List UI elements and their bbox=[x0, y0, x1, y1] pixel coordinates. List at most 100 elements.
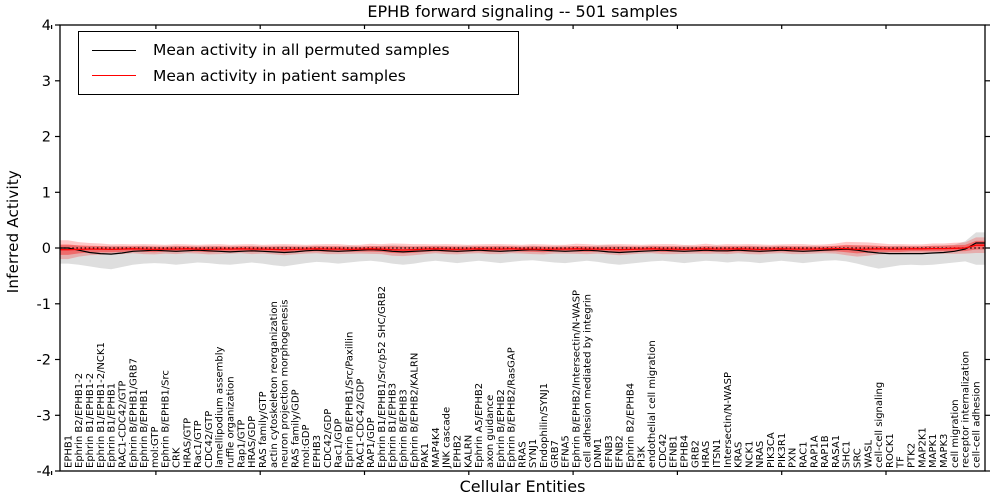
x-category-label: Ephrin B/EPHB1 bbox=[139, 389, 150, 468]
y-ticks: 4 3 2 1 0 -1 -2 -3 -4 bbox=[37, 18, 990, 480]
y-axis-label: Inferred Activity bbox=[4, 170, 22, 294]
x-category-label: Rac1/GDP bbox=[334, 418, 345, 468]
patient-range-band-outer bbox=[60, 237, 985, 260]
patient-line-swatch bbox=[92, 75, 136, 77]
x-category-label: cell-cell adhesion bbox=[971, 381, 982, 468]
x-category-label: ROCK1 bbox=[885, 433, 896, 468]
x-category-label: cell adhesion mediated by integrin bbox=[582, 294, 593, 468]
x-category-label: EFNB1 bbox=[669, 435, 680, 468]
legend-label-patient: Mean activity in patient samples bbox=[153, 66, 406, 85]
y-tick-label: 4 bbox=[42, 18, 51, 34]
x-category-label: SHC1 bbox=[842, 441, 853, 468]
x-category-label: actin cytoskeleton reorganization bbox=[269, 301, 280, 468]
x-category-label: axon guidance bbox=[485, 395, 496, 468]
x-category-label: Rap1/GTP bbox=[236, 420, 247, 468]
x-category-label: EPHB1 bbox=[63, 435, 74, 468]
y-tick-label: -3 bbox=[37, 408, 51, 424]
x-category-label: cell-cell signaling bbox=[874, 382, 885, 468]
x-category-label: PTK2 bbox=[907, 443, 918, 468]
legend-item-permuted: Mean activity in all permuted samples bbox=[79, 41, 518, 59]
x-category-label: EFNB2 bbox=[615, 435, 626, 468]
legend-item-patient: Mean activity in patient samples bbox=[79, 67, 518, 85]
patient-mean-line bbox=[60, 244, 985, 251]
y-tick-label: 0 bbox=[42, 241, 51, 257]
x-ticks bbox=[50, 25, 887, 475]
x-category-label: CDC42 bbox=[658, 434, 669, 468]
y-tick-label: 2 bbox=[42, 130, 51, 146]
x-category-label: MAP4K4 bbox=[431, 427, 442, 468]
x-category-label: KALRN bbox=[463, 435, 474, 468]
x-category-label: Ephrin B1/EPHB3 bbox=[388, 383, 399, 468]
x-category-label: Ephrin B2/EPHB1-2 bbox=[74, 373, 85, 468]
x-category-label: Ephrin B2/EPHB4 bbox=[626, 383, 637, 468]
x-category-label: RAC1 bbox=[798, 441, 809, 468]
x-category-label: EPHB2 bbox=[453, 435, 464, 468]
x-category-label: Ephrin B1/EPHB1-2/NCK1 bbox=[96, 342, 107, 468]
x-category-label: NCK1 bbox=[744, 441, 755, 468]
x-category-label: ruffle organization bbox=[226, 376, 237, 468]
x-category-label: JNK cascade bbox=[442, 407, 453, 469]
x-category-label: WASL bbox=[863, 439, 874, 468]
x-category-label: Ephrin B1/EPHB1/Src/p52 SHC/GRB2 bbox=[377, 286, 388, 468]
x-category-label: RASA1 bbox=[831, 435, 842, 468]
x-category-label: Ephrin A5/EPHB2 bbox=[474, 383, 485, 468]
x-category-label: RRAS bbox=[517, 441, 528, 468]
x-category-label: EPHB4 bbox=[680, 435, 691, 468]
x-category-label: cell migration bbox=[950, 399, 961, 468]
y-tick-label: 3 bbox=[42, 74, 51, 90]
x-category-label: RAC1-CDC42/GDP bbox=[355, 379, 366, 468]
x-category-label: TF bbox=[896, 456, 907, 469]
x-category-label: DNM1 bbox=[593, 438, 604, 468]
x-category-label: Ephrin B/EPHB2/KALRN bbox=[409, 353, 420, 468]
x-category-label: Ephrin B/EPHB3 bbox=[399, 389, 410, 468]
x-category-label: receptor internalization bbox=[961, 351, 972, 468]
x-category-label: PAK1 bbox=[420, 443, 431, 468]
x-category-label: Ephrin B/EPHB1/Src bbox=[161, 370, 172, 468]
x-category-label: KRAS bbox=[734, 442, 745, 468]
y-tick-label: -2 bbox=[37, 353, 51, 369]
x-category-label: GRB2 bbox=[690, 440, 701, 468]
chart-title: EPHB forward signaling -- 501 samples bbox=[367, 2, 678, 21]
permuted-mean-line bbox=[60, 242, 985, 255]
x-category-label: PIK3CA bbox=[766, 432, 777, 468]
legend-label-permuted: Mean activity in all permuted samples bbox=[153, 41, 450, 60]
x-category-label: CDC42/GDP bbox=[323, 409, 334, 468]
x-category-label: mol:GTP bbox=[150, 426, 161, 468]
permuted-range-band bbox=[60, 232, 985, 270]
x-category-label: HRAS/GDP bbox=[247, 416, 258, 468]
x-category-label: CDC42/GTP bbox=[204, 411, 215, 468]
y-tick-label: 1 bbox=[42, 185, 51, 201]
x-category-label: Ephrin B1/EPHB1 bbox=[107, 383, 118, 468]
x-category-labels: EPHB1 Ephrin B2/EPHB1-2 Ephrin B1/EPHB1-2 E… bbox=[63, 286, 982, 469]
x-category-label: Ephrin B/EPHB2/RasGAP bbox=[507, 347, 518, 468]
x-category-label: HRAS bbox=[701, 441, 712, 468]
x-category-label: mol:GDP bbox=[301, 425, 312, 469]
x-category-label: EFNA5 bbox=[561, 435, 572, 468]
x-category-label: RAP1B bbox=[820, 435, 831, 468]
x-category-label: Ephrin B/EPHB1/Src/Paxillin bbox=[344, 332, 355, 468]
x-category-label: CRK bbox=[172, 447, 183, 468]
x-category-label: NRAS bbox=[755, 441, 766, 468]
x-category-label: EPHB3 bbox=[312, 435, 323, 468]
y-tick-label: -1 bbox=[37, 297, 51, 313]
x-category-label: endothelial cell migration bbox=[647, 340, 658, 468]
x-category-label: ITSN1 bbox=[712, 439, 723, 468]
x-category-label: PI3K bbox=[636, 446, 647, 468]
x-category-label: SYNJ1 bbox=[528, 439, 539, 468]
x-category-label: PXN bbox=[788, 448, 799, 468]
x-category-label: RAS family/GDP bbox=[290, 389, 301, 468]
x-category-label: Ephrin B1/EPHB1-2 bbox=[85, 373, 96, 468]
x-category-label: HRAS/GTP bbox=[182, 418, 193, 468]
x-category-label: Ephrin B/EPHB1/GRB7 bbox=[128, 358, 139, 468]
x-category-label: Ephrin B/EPHB2 bbox=[496, 389, 507, 468]
x-category-label: RAP1/GDP bbox=[366, 417, 377, 468]
x-category-label: MAP2K1 bbox=[917, 427, 928, 468]
x-category-label: neuron projection morphogenesis bbox=[280, 300, 291, 468]
x-category-label: MAPK1 bbox=[928, 434, 939, 468]
x-category-label: RAP1A bbox=[809, 435, 820, 468]
legend: Mean activity in all permuted samples Me… bbox=[78, 31, 519, 95]
x-category-label: RAS family/GTP bbox=[258, 391, 269, 468]
x-category-label: SRC bbox=[853, 448, 864, 468]
